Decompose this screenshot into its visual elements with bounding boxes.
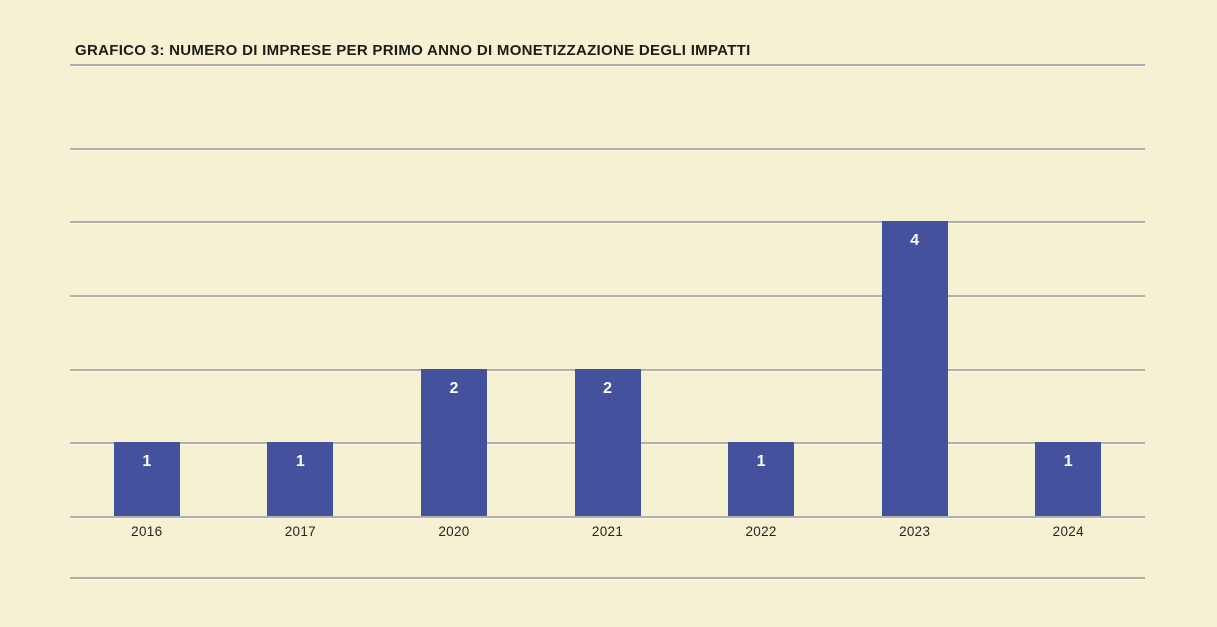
- bar-value-label-2024: 1: [1063, 453, 1073, 471]
- x-axis-label-2017: 2017: [284, 524, 316, 539]
- x-label-cell-2017: 2017: [224, 524, 378, 539]
- x-axis-baseline: [70, 516, 1145, 518]
- x-axis-label-2022: 2022: [745, 524, 777, 539]
- title-divider-line: [70, 64, 1145, 66]
- x-axis-label-2016: 2016: [131, 524, 163, 539]
- bar-cell-2016: 1: [70, 65, 224, 516]
- bar-value-label-2016: 1: [142, 453, 152, 471]
- bar-cell-2022: 1: [684, 65, 838, 516]
- bar-cell-2017: 1: [224, 65, 378, 516]
- gridline-y-3: [70, 294, 1145, 297]
- x-axis-labels-row: 2016 2017 2020 2021 2022 2023 2024: [70, 524, 1145, 539]
- bars-area: 1 1 2 2 1 4 1: [70, 65, 1145, 516]
- x-axis-label-2024: 2024: [1052, 524, 1084, 539]
- bar-value-label-2021: 2: [603, 379, 612, 397]
- bar-2022: 1: [728, 442, 795, 516]
- x-label-cell-2016: 2016: [70, 524, 224, 539]
- bar-2023: 4: [881, 221, 948, 516]
- bar-cell-2024: 1: [991, 65, 1145, 516]
- bar-value-label-2023: 4: [910, 232, 920, 250]
- bar-value-label-2017: 1: [295, 453, 305, 471]
- chart-title: GRAFICO 3: NUMERO DI IMPRESE PER PRIMO A…: [75, 42, 751, 60]
- x-label-cell-2020: 2020: [377, 524, 531, 539]
- bar-value-label-2020: 2: [449, 379, 459, 397]
- x-axis-label-2021: 2021: [591, 524, 624, 539]
- bar-2020: 2: [420, 368, 487, 516]
- bar-2017: 1: [267, 442, 334, 516]
- bar-cell-2023: 4: [838, 65, 992, 516]
- bar-2021: 2: [574, 368, 641, 516]
- bar-value-label-2022: 1: [756, 453, 766, 471]
- x-axis-label-2023: 2023: [899, 524, 931, 539]
- x-label-cell-2021: 2021: [531, 524, 685, 539]
- bar-2016: 1: [113, 442, 180, 516]
- bar-cell-2020: 2: [377, 65, 531, 516]
- bar-2024: 1: [1035, 442, 1102, 516]
- gridline-y-5: [70, 147, 1145, 150]
- x-label-cell-2023: 2023: [838, 524, 992, 539]
- bar-cell-2021: 2: [531, 65, 685, 516]
- x-label-cell-2022: 2022: [684, 524, 838, 539]
- footer-divider-line: [70, 577, 1145, 579]
- gridline-y-4: [70, 221, 1145, 224]
- x-axis-label-2020: 2020: [438, 524, 470, 539]
- x-label-cell-2024: 2024: [991, 524, 1145, 539]
